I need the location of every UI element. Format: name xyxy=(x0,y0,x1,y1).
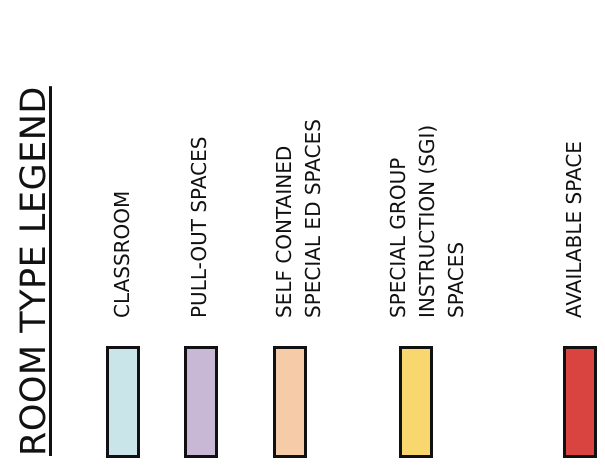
legend-label-line: AVAILABLE SPACE xyxy=(562,141,586,318)
legend-swatch-self-contained-special-ed xyxy=(273,346,307,458)
legend-label-line: PULL-OUT SPACES xyxy=(187,136,211,318)
legend-label-line: SELF CONTAINED xyxy=(272,145,296,318)
legend-label-line: CLASSROOM xyxy=(110,190,134,318)
legend-label-pull-out-spaces: PULL-OUT SPACES xyxy=(185,137,214,318)
legend-label-self-contained-special-ed: SELF CONTAINED SPECIAL ED SPACES xyxy=(270,119,328,318)
legend-swatch-special-group-instruction xyxy=(399,346,433,458)
legend-swatch-classroom xyxy=(106,346,140,458)
legend-title: ROOM TYPE LEGEND xyxy=(14,86,54,456)
legend-label-line: SPECIAL GROUP xyxy=(386,157,410,318)
legend-label-special-group-instruction: SPECIAL GROUP INSTRUCTION (SGI) SPACES xyxy=(384,125,471,318)
legend-label-available-space: AVAILABLE SPACE xyxy=(560,141,589,318)
legend-label-line: SPECIAL ED SPACES xyxy=(301,119,325,318)
legend-label-line: INSTRUCTION (SGI) xyxy=(415,124,439,318)
legend-label-line: SPACES xyxy=(444,241,468,318)
legend-swatch-pull-out-spaces xyxy=(184,346,218,458)
legend-label-classroom: CLASSROOM xyxy=(108,191,137,318)
legend-swatch-available-space xyxy=(563,346,597,458)
